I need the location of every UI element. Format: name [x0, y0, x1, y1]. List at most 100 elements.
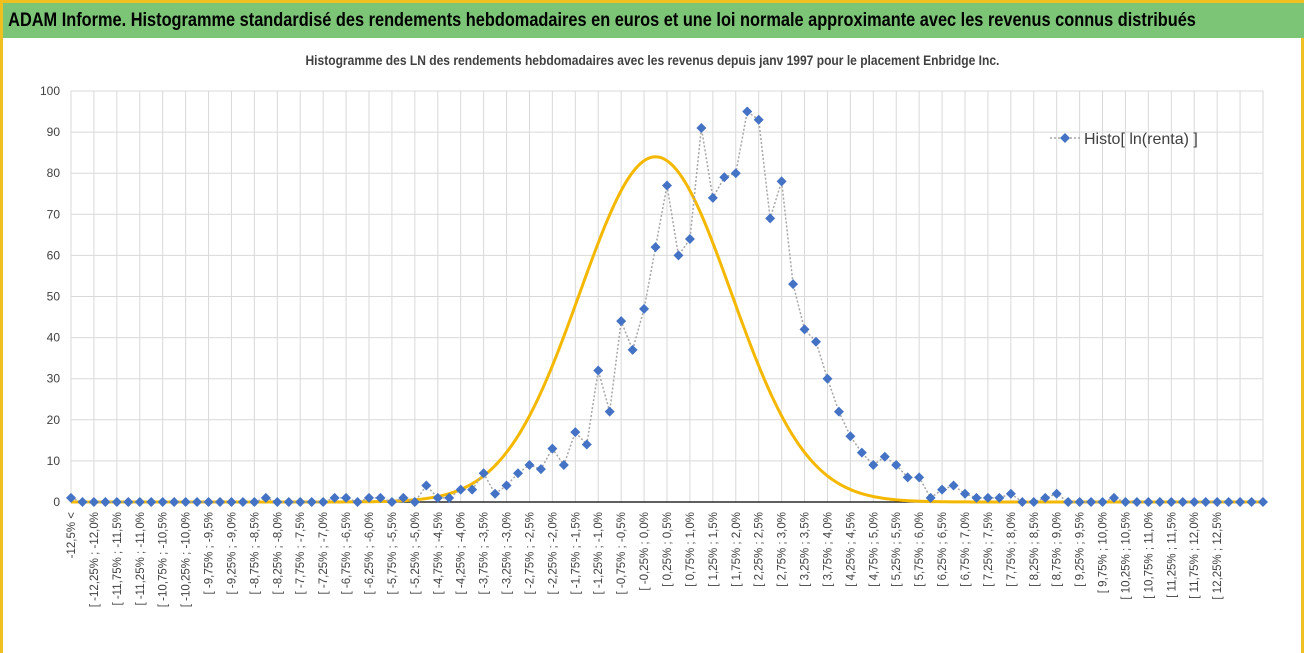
histogram-point	[1097, 497, 1108, 507]
y-tick-label: 50	[47, 290, 61, 304]
histogram-point	[203, 497, 214, 507]
x-tick-label: [ -11,75% ; -11,5%	[112, 512, 124, 606]
histogram-point	[100, 497, 111, 507]
histogram-points	[66, 106, 1268, 507]
histogram-point	[1166, 497, 1177, 507]
x-tick-label: [ 6,25% ; 6,5%	[937, 512, 949, 587]
histogram-point	[1212, 497, 1223, 507]
histogram-point	[364, 492, 374, 503]
x-tick-label: [ 6,75% ; 7,0%	[960, 512, 972, 587]
histogram-point	[490, 488, 501, 499]
x-tick-label: [ 2,75% ; 3,0%	[777, 512, 789, 587]
x-tick-label: [ -5,75% ; -5,5%	[387, 512, 399, 594]
histogram-point	[421, 480, 432, 491]
histogram-point	[444, 492, 455, 503]
x-tick-label: [ -11,25% ; -11,0%	[135, 512, 147, 606]
histogram-point	[971, 492, 982, 503]
histogram-point	[329, 492, 340, 503]
histogram-point	[662, 180, 672, 191]
histogram-point	[513, 468, 523, 479]
x-tick-label: [ -2,75% ; -2,5%	[524, 512, 536, 594]
histogram-point	[707, 192, 718, 203]
x-tick-label: [ 1,75% ; 2,0%	[731, 512, 743, 587]
histogram-point	[134, 497, 145, 507]
histogram-series-line	[70, 110, 1263, 503]
histogram-point	[1109, 492, 1119, 503]
gridlines	[70, 90, 1264, 502]
histogram-point	[593, 365, 604, 376]
y-tick-label: 20	[47, 413, 61, 427]
histogram-point	[375, 492, 386, 503]
x-tick-label: [ -7,75% ; -7,5%	[295, 512, 307, 594]
x-tick-label: [ -1,25% ; -1,0%	[593, 512, 605, 594]
histogram-point	[524, 460, 535, 471]
histogram-point	[249, 497, 260, 507]
histogram-point	[558, 460, 569, 471]
x-tick-label: [ -5,25% ; -5,0%	[410, 512, 422, 594]
x-tick-label: [ 0,25% ; 0,5%	[662, 512, 674, 587]
x-tick-label: [ 10,25% ; 10,5%	[1120, 512, 1132, 600]
histogram-point	[386, 497, 397, 507]
x-tick-label: [ -6,75% ; -6,5%	[341, 512, 353, 594]
x-tick-label: [ 11,75% ; 12,0%	[1189, 512, 1201, 599]
report-banner: ADAM Informe. Histogramme standardisé de…	[0, 0, 1304, 38]
x-tick-label: [ 1,25% ; 1,5%	[708, 512, 720, 587]
histogram-point	[478, 468, 489, 479]
histogram-point	[730, 168, 741, 179]
chart-title: Histogramme des LN des rendements hebdom…	[0, 52, 1304, 68]
histogram-point	[1154, 497, 1165, 507]
x-tick-label: [ -0,25% ; 0,0%	[639, 512, 651, 591]
x-tick-label: [ 4,25% ; 4,5%	[845, 512, 857, 587]
histogram-point	[845, 431, 856, 442]
histogram-point	[696, 122, 707, 133]
x-tick-label: [ -6,25% ; -6,0%	[364, 512, 376, 594]
histogram-point	[77, 497, 88, 507]
histogram-point	[318, 497, 329, 507]
histogram-point	[581, 439, 592, 450]
histogram-point	[914, 472, 925, 483]
histogram-point	[788, 279, 799, 290]
histogram-point	[501, 480, 512, 491]
histogram-point	[215, 497, 225, 507]
x-tick-label: [ 5,25% ; 5,5%	[891, 512, 903, 587]
histogram-point	[111, 497, 122, 507]
banner-title: ADAM Informe. Histogramme standardisé de…	[8, 9, 1196, 31]
y-tick-label: 70	[47, 207, 61, 221]
x-tick-label: [ 8,75% ; 9,0%	[1052, 512, 1064, 587]
histogram-point	[1051, 488, 1062, 499]
x-tick-label: [ -4,75% ; -4,5%	[433, 512, 445, 594]
histogram-point	[994, 492, 1005, 503]
x-tick-label: [ 3,25% ; 3,5%	[800, 512, 812, 587]
histogram-point	[341, 492, 352, 503]
x-tick-label: [ 9,75% ; 10,0%	[1098, 512, 1110, 593]
chart-frame	[0, 38, 1304, 653]
histogram-point	[226, 497, 237, 507]
histogram-point	[719, 172, 730, 183]
histogram-point	[742, 106, 753, 117]
x-tick-label: [ 7,25% ; 7,5%	[983, 512, 995, 587]
histogram-point	[822, 373, 833, 384]
histogram-point	[535, 464, 546, 475]
x-tick-label: [ -3,75% ; -3,5%	[479, 512, 491, 594]
histogram-point	[1177, 497, 1188, 507]
x-tick-label: [ -4,25% ; -4,0%	[456, 512, 468, 594]
histogram-point	[272, 497, 283, 507]
histogram-point	[1005, 488, 1016, 499]
histogram-point	[260, 492, 271, 503]
histogram-point	[811, 336, 821, 347]
histogram-point	[948, 480, 959, 491]
histogram-point	[604, 406, 615, 417]
histogram-point	[673, 250, 684, 261]
histogram-point	[398, 492, 409, 503]
histogram-point	[639, 303, 650, 314]
histogram-point	[982, 492, 993, 503]
x-tick-label: [ -9,75% ; -9,5%	[204, 512, 216, 594]
histogram-point	[1189, 497, 1200, 507]
legend-marker-swatch	[1060, 133, 1070, 143]
histogram-point	[1200, 497, 1211, 507]
histogram-point	[1074, 497, 1085, 507]
histogram-point	[753, 114, 764, 125]
x-tick-label: [ 10,75% ; 11,0%	[1143, 512, 1155, 599]
histogram-point	[891, 460, 902, 471]
